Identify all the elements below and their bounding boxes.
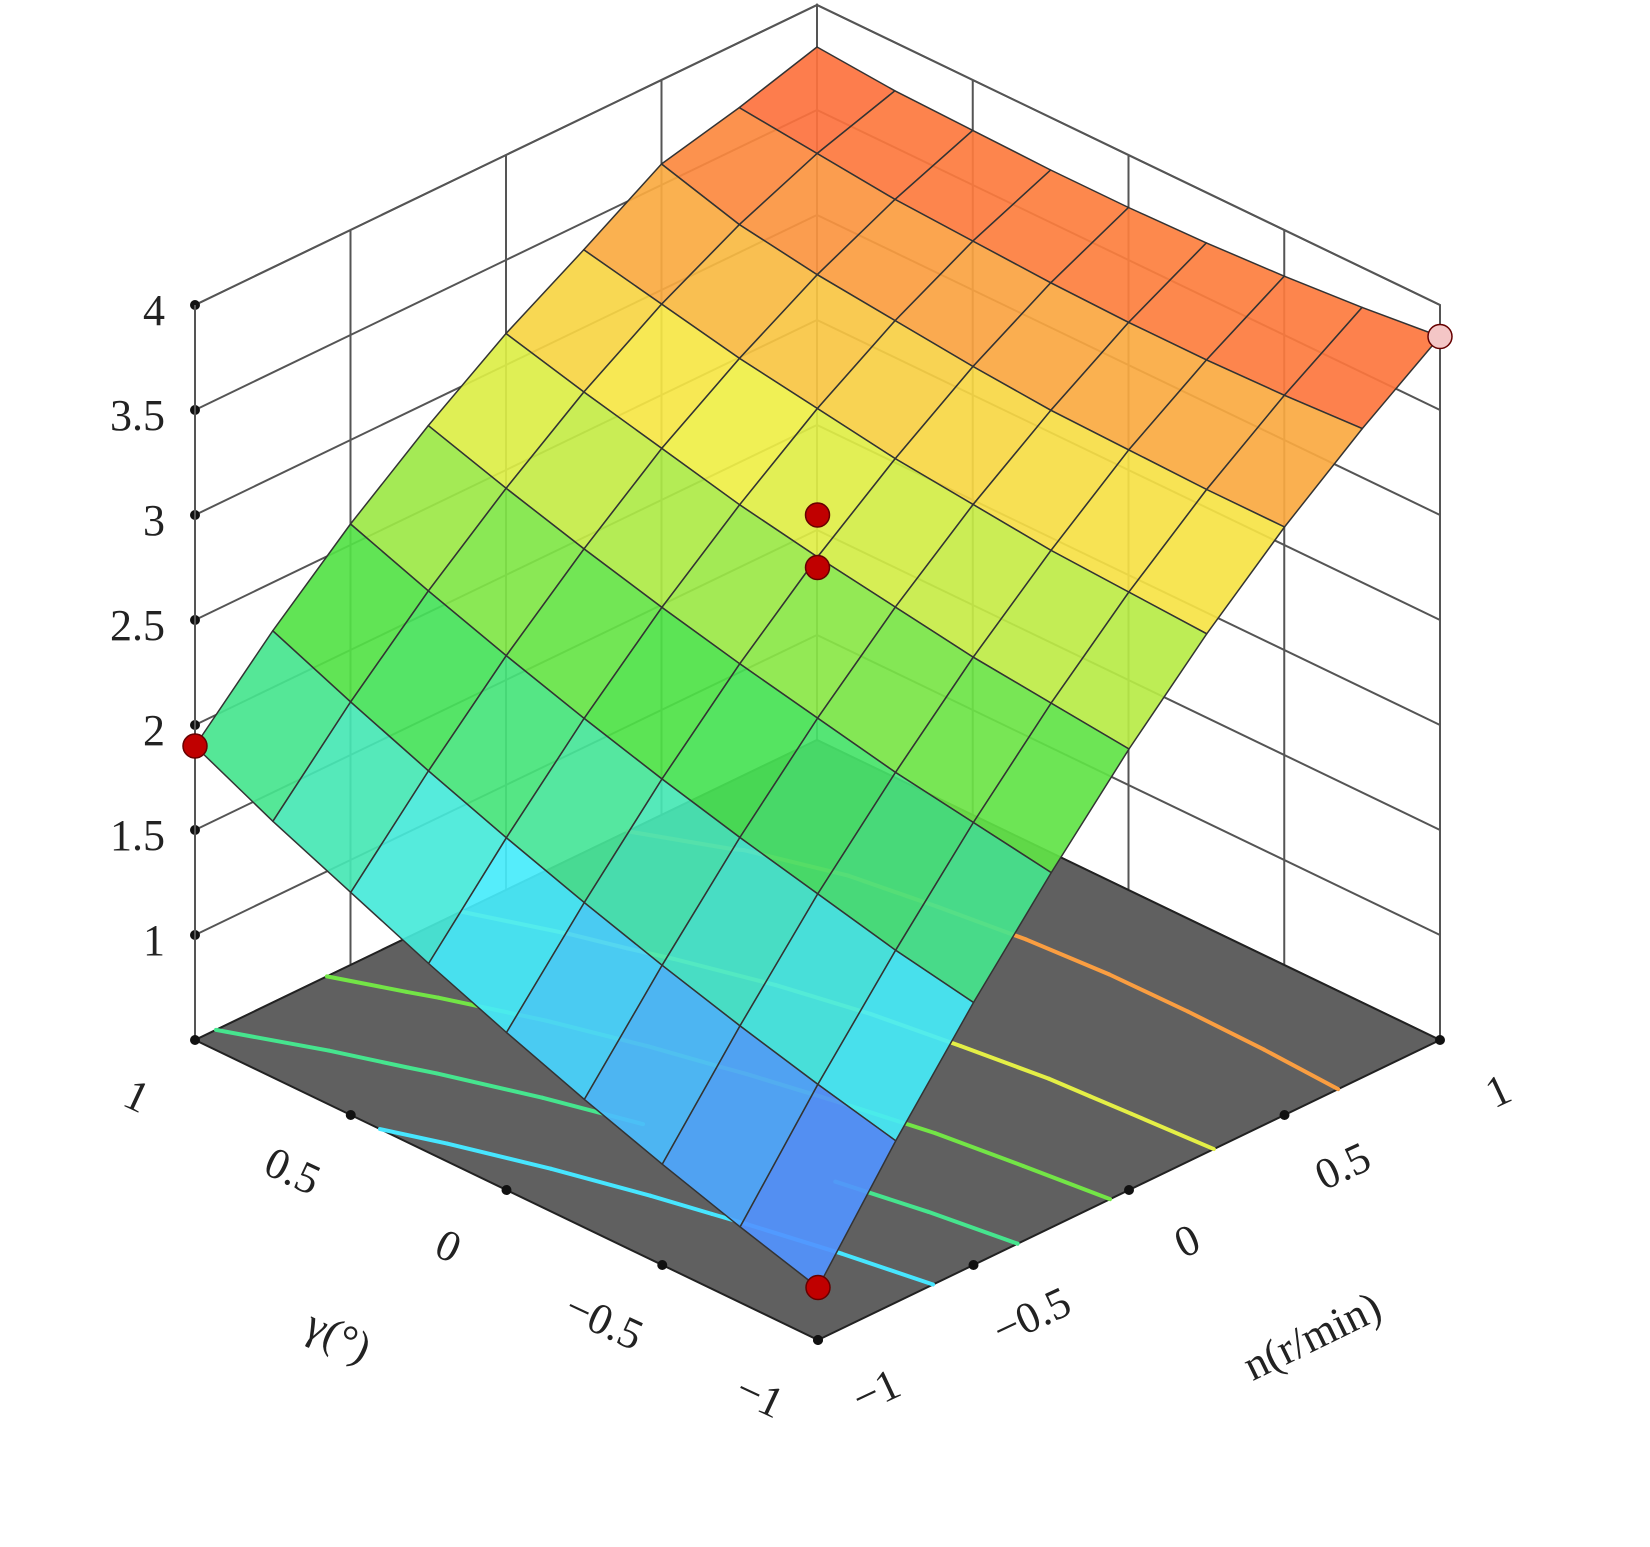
contour-line [214,1027,331,1053]
design-point [804,502,831,528]
contour-line [548,1166,653,1198]
z-tick-label: 4 [143,286,165,335]
tick-mark [1124,1185,1134,1195]
x-tick-label: 0.5 [1307,1132,1378,1200]
contour-line [1024,937,1112,977]
x-tick-label: 1 [1478,1064,1519,1118]
tick-mark [345,1110,356,1120]
z-tick-label: 3 [143,496,165,545]
tick-mark [1279,1110,1290,1120]
contour-line [958,1044,1051,1081]
contour-line [926,1209,1020,1246]
y-tick-label: 0.5 [257,1137,328,1205]
tick-mark [501,1185,512,1195]
contour-line [405,1065,439,1076]
contour-line [648,1193,714,1216]
design-point [182,733,208,759]
contour-line [1046,1076,1092,1099]
contour-line [1107,972,1190,1014]
tick-mark [813,1335,823,1345]
x-tick-label: −1 [845,1359,908,1423]
tick-mark [968,1260,979,1270]
contour-line [324,974,409,994]
z-tick-label: 2 [143,706,165,755]
y-tick-label: −1 [728,1364,791,1428]
design-point [804,554,831,581]
y-tick-label: 0 [428,1219,469,1273]
contour-line [326,1048,410,1070]
design-point [1427,323,1453,350]
y-tick-label: −0.5 [558,1282,651,1360]
contour-line [1185,1009,1267,1052]
contour-line [377,1127,450,1146]
contour-line [1262,1047,1341,1092]
contour-line [1021,1163,1113,1202]
z-tick-label: 1.5 [110,811,165,860]
tick-mark [190,1035,200,1045]
design-point [805,1274,831,1301]
y-axis-title: γ(°) [297,1299,379,1373]
x-tick-label: 0 [1167,1214,1208,1268]
tick-mark [1435,1035,1445,1045]
tick-mark [657,1260,668,1270]
contour-line [445,1141,553,1171]
contour-line [404,989,441,1000]
contour-line [839,1251,936,1287]
contour-line [933,1131,1026,1168]
contour-line [1129,1111,1216,1152]
x-tick-label: −0.5 [985,1277,1078,1355]
z-tick-label: 2.5 [110,601,165,650]
z-tick-label: 1 [143,916,165,965]
z-tick-label: 3.5 [110,391,165,440]
y-tick-label: 1 [117,1069,158,1123]
contour-line [434,1071,545,1100]
x-axis-title: n(r/min) [1235,1282,1388,1390]
contour-line [1087,1094,1134,1116]
surface-cell [739,1083,897,1289]
